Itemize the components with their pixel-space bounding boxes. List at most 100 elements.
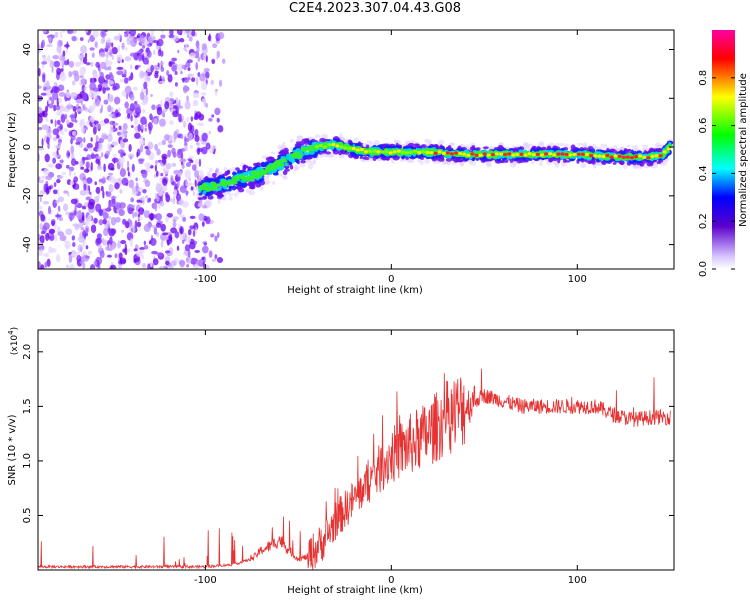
- noise-speck: [144, 162, 152, 168]
- noise-speck: [203, 67, 210, 73]
- noise-speck: [119, 202, 126, 209]
- noise-speck: [54, 145, 62, 149]
- noise-speck: [66, 119, 70, 125]
- noise-speck: [198, 113, 205, 121]
- noise-speck: [155, 222, 162, 228]
- ridge-cell: [302, 152, 310, 156]
- noise-speck: [155, 170, 159, 177]
- noise-speck: [46, 127, 52, 136]
- colorbar-tick-label: 0.6: [698, 118, 709, 134]
- ridge-cell: [207, 177, 213, 181]
- ridge-peak: [519, 152, 524, 156]
- ridge-cell: [365, 159, 370, 163]
- noise-speck: [95, 141, 99, 150]
- noise-speck: [186, 255, 192, 264]
- ridge-cell: [592, 164, 597, 169]
- ridge-cell: [521, 157, 527, 161]
- noise-speck: [85, 30, 88, 33]
- noise-speck: [48, 228, 56, 234]
- noise-speck: [149, 238, 157, 246]
- noise-speck: [84, 232, 89, 237]
- noise-speck: [71, 235, 76, 241]
- noise-speck: [111, 157, 119, 163]
- ridge-peak: [662, 150, 667, 154]
- ridge-peak: [515, 152, 520, 157]
- ridge-cell: [600, 161, 606, 164]
- noise-speck: [133, 248, 138, 252]
- noise-speck: [139, 70, 145, 79]
- noise-speck: [197, 122, 205, 127]
- noise-speck: [182, 120, 187, 128]
- noise-speck: [93, 77, 97, 82]
- noise-speck: [109, 264, 117, 269]
- noise-speck: [205, 71, 210, 79]
- noise-speck: [63, 60, 68, 66]
- ridge-peak: [482, 152, 487, 156]
- x-tick-label: 0: [388, 274, 394, 285]
- noise-speck: [127, 248, 131, 253]
- noise-speck: [201, 146, 208, 155]
- noise-speck: [180, 71, 183, 75]
- noise-speck: [94, 195, 100, 203]
- noise-speck: [191, 257, 198, 263]
- ridge-cell: [293, 168, 298, 172]
- ridge-cell: [301, 138, 309, 142]
- noise-speck: [181, 64, 185, 70]
- x-tick-label: 100: [568, 575, 587, 586]
- noise-speck: [106, 206, 111, 213]
- noise-speck: [185, 235, 191, 244]
- noise-speck: [188, 36, 193, 42]
- noise-speck: [185, 190, 188, 197]
- ridge-cell: [622, 164, 628, 170]
- ridge-cell: [424, 158, 430, 164]
- ridge-cell: [296, 143, 303, 147]
- ridge-cell: [296, 135, 303, 141]
- ridge-cell: [281, 159, 288, 163]
- noise-speck: [63, 190, 69, 194]
- ridge-cell: [303, 148, 307, 153]
- noise-speck: [130, 197, 135, 203]
- noise-speck: [111, 54, 114, 61]
- noise-speck: [127, 171, 130, 177]
- noise-speck: [176, 207, 183, 215]
- noise-speck: [162, 232, 169, 236]
- ridge-peak: [433, 151, 438, 155]
- noise-speck: [50, 233, 55, 240]
- noise-speck: [96, 165, 103, 171]
- ridge-cell: [554, 162, 559, 168]
- noise-speck: [77, 214, 82, 220]
- noise-speck: [174, 82, 178, 87]
- noise-speck: [114, 96, 121, 105]
- noise-speck: [128, 153, 135, 159]
- noise-speck: [99, 67, 102, 75]
- noise-speck: [133, 104, 141, 111]
- noise-speck: [45, 187, 50, 195]
- noise-speck: [99, 250, 105, 259]
- noise-speck: [69, 180, 75, 186]
- noise-speck: [211, 258, 217, 263]
- noise-speck: [194, 249, 201, 253]
- noise-speck: [166, 239, 170, 246]
- ridge-cell: [241, 174, 245, 180]
- noise-speck: [187, 228, 192, 236]
- noise-speck: [75, 251, 81, 257]
- noise-speck: [120, 156, 125, 163]
- noise-speck: [71, 130, 77, 136]
- ridge-peak: [609, 155, 614, 159]
- noise-speck: [208, 130, 212, 135]
- noise-speck: [105, 246, 110, 251]
- noise-speck: [81, 118, 85, 124]
- noise-speck: [83, 168, 90, 173]
- ridge-cell: [613, 144, 618, 149]
- noise-speck: [95, 124, 102, 129]
- noise-speck: [179, 185, 187, 193]
- spectrogram-panel: -100 0 100 -40 -20 0 20 40 Height of straight l…: [7, 29, 675, 296]
- ridge-cell: [368, 140, 373, 146]
- noise-speck: [86, 142, 93, 149]
- ridge-cell: [228, 185, 233, 189]
- noise-speck: [107, 104, 112, 113]
- noise-speck: [85, 255, 90, 259]
- noise-speck: [138, 54, 142, 62]
- ridge-peak: [552, 153, 557, 157]
- noise-speck: [154, 202, 158, 212]
